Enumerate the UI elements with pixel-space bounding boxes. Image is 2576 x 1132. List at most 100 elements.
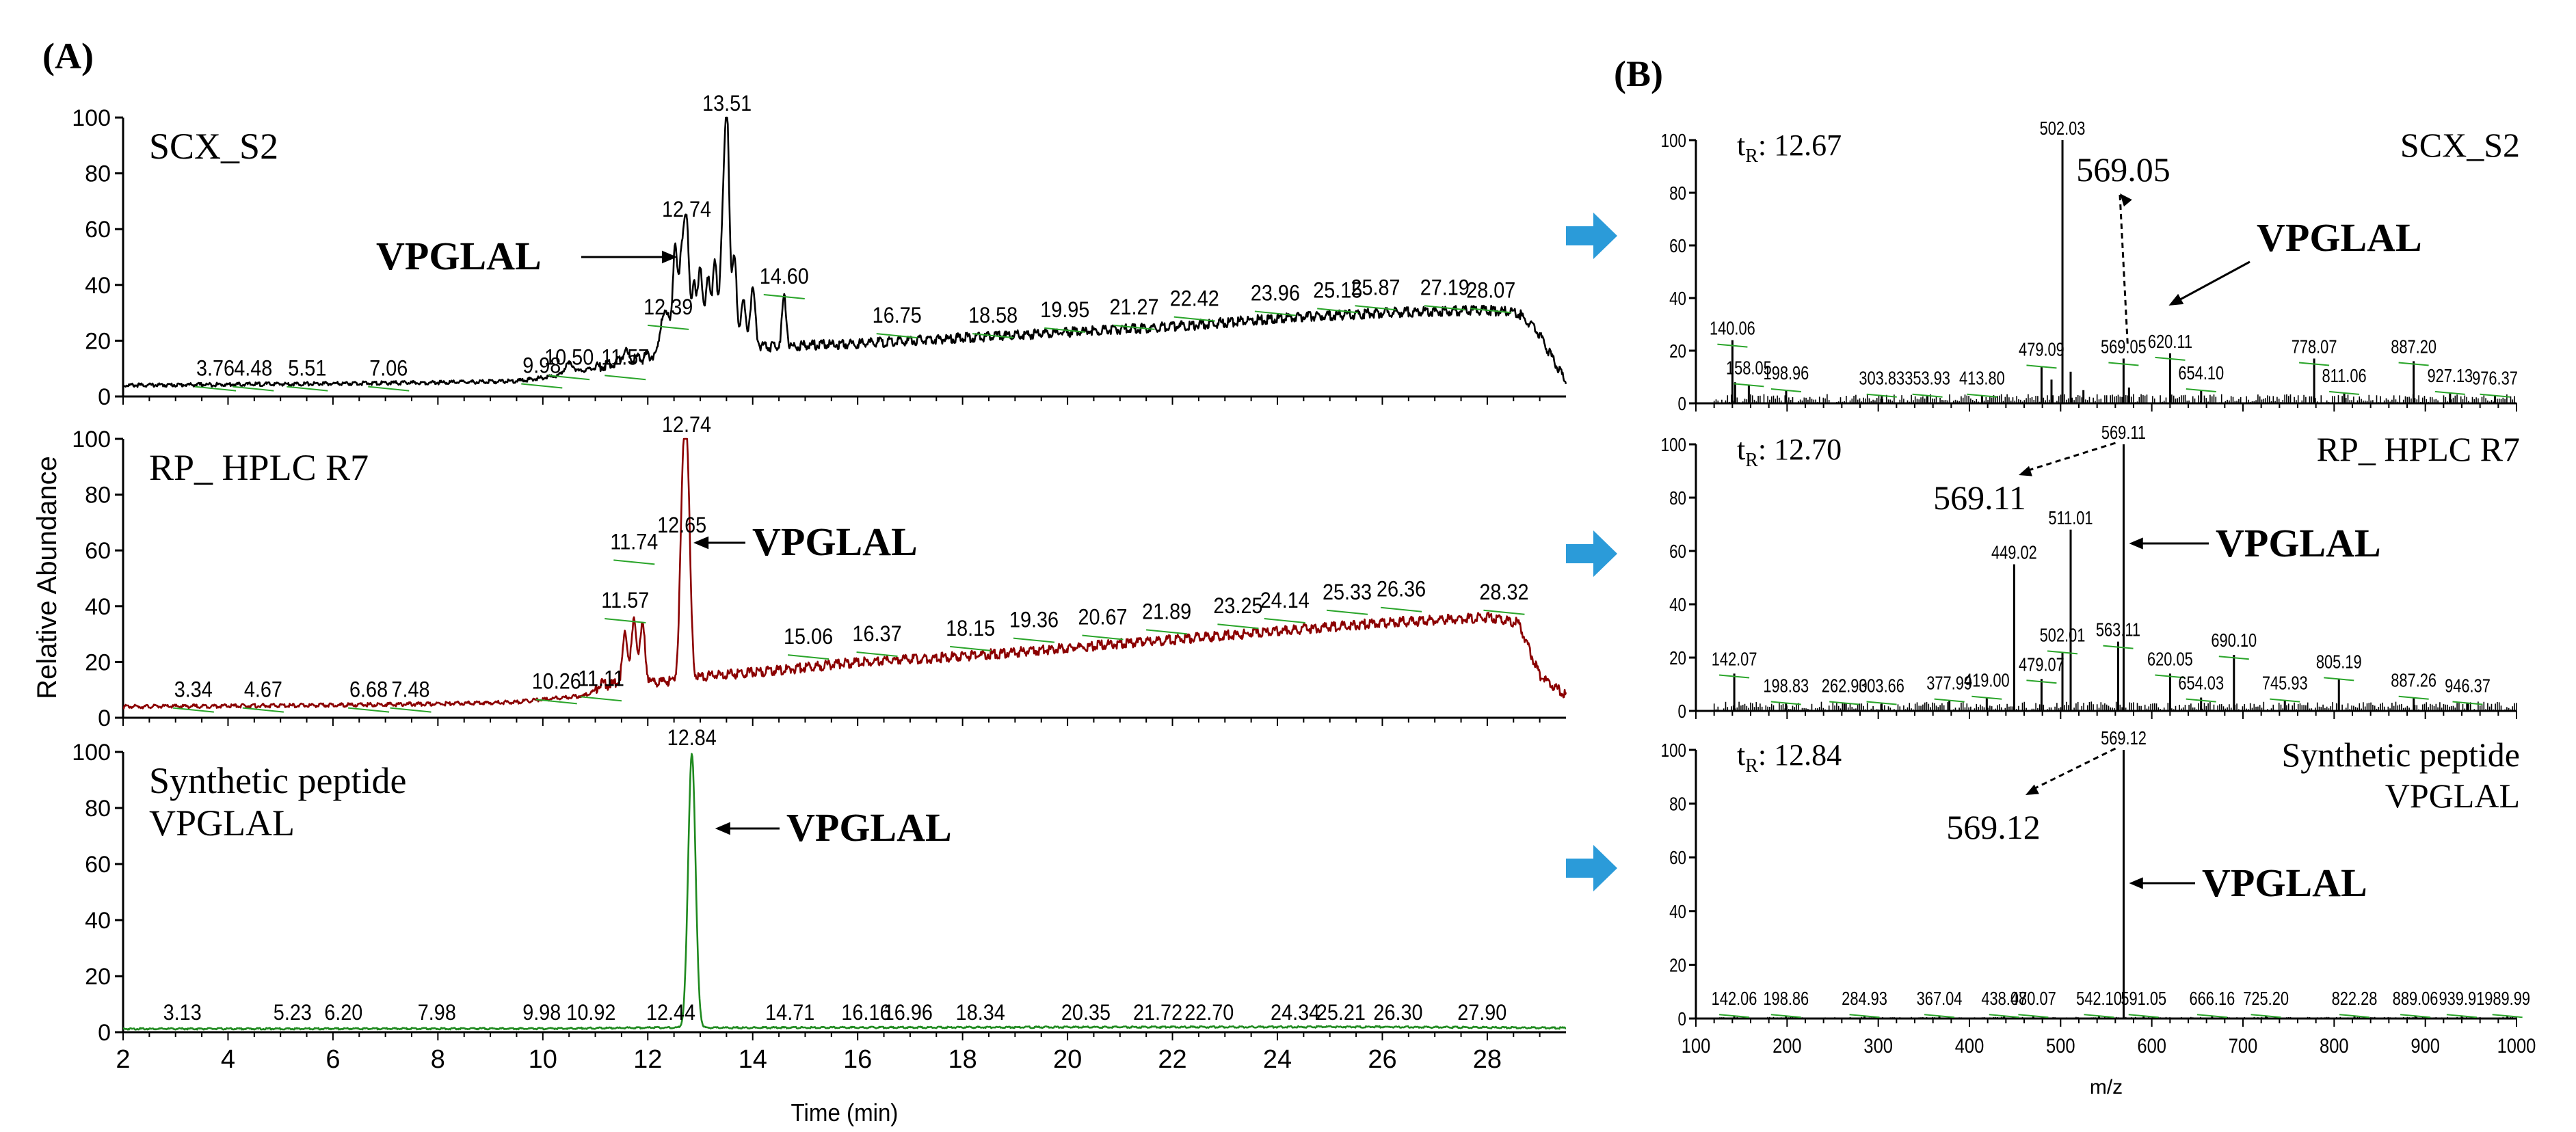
integration-mark [287,386,328,392]
x-tick-label: 200 [1772,1034,1802,1057]
peak-rt-label: 10.26 [532,669,581,694]
x-tick-label: 500 [2046,1034,2075,1057]
integration-mark [2018,1014,2049,1019]
peak-mz-label: 303.66 [1859,675,1904,697]
peak-rt-label: 4.48 [234,356,272,381]
trace-label: SCX_S2 [149,126,278,167]
peak-mz-label: 511.01 [2048,507,2093,528]
peak-mz-label: 811.06 [2322,365,2367,386]
y-tick-label: 60 [1669,236,1686,257]
integration-mark [2186,698,2216,703]
x-axis-title: m/z [2090,1076,2123,1099]
integration-mark [972,333,1014,339]
integration-mark [2446,1014,2477,1019]
y-tick-label: 0 [98,384,111,410]
peak-mz-label: 654.03 [2178,673,2224,694]
vpglal-annotation: VPGLAL [2202,861,2367,905]
integration-mark [1967,393,1997,398]
peak-rt-label: 11.74 [610,530,658,554]
integration-mark [2196,1014,2227,1019]
peak-mz-label: 198.96 [1764,363,1809,384]
y-tick-label: 40 [1669,902,1686,923]
peak-mz-label: 142.07 [1712,649,1757,670]
integration-mark [856,651,898,657]
integration-mark [2299,362,2330,366]
integration-mark [1082,634,1124,641]
peak-rt-label: 7.48 [391,677,429,702]
integration-mark [548,375,590,381]
peak-mz-label: 976.37 [2472,368,2518,389]
peak-mz-label: 479.09 [2019,339,2064,360]
peak-rt-label: 23.25 [1213,594,1262,619]
integration-mark [2398,695,2429,700]
x-tick-label: 12 [633,1045,662,1074]
integration-mark [1770,701,1801,705]
peak-rt-label: 18.34 [956,1000,1005,1025]
peak-rt-label: 16.96 [884,1000,933,1025]
peak-mz-label: 805.19 [2316,651,2362,673]
retention-colon: : [1758,738,1774,772]
integration-mark [763,293,805,299]
integration-mark [2328,390,2360,395]
integration-mark [1849,1014,1880,1019]
integration-mark [1013,637,1055,643]
integration-mark [1866,393,1897,398]
y-tick-label: 60 [85,217,111,243]
peak-rt-label: 11.57 [601,345,649,370]
integration-mark [1829,701,1860,705]
retention-time-label: tR: 12.84 [1737,738,1842,777]
peak-mz-label: 822.28 [2332,988,2378,1010]
peak-mz-label: 367.04 [1917,988,1963,1010]
callout-dashed-line [2119,194,2129,346]
blue-transition-arrow [1566,213,1617,259]
peak-mz-label: 353.93 [1904,368,1950,389]
y-tick-label: 40 [85,273,111,299]
peak-rt-label: 9.98 [522,1000,561,1025]
peak-rt-label: 7.06 [369,356,408,381]
integration-mark [1719,674,1750,679]
integration-mark [2084,1014,2114,1019]
peak-rt-label: 27.19 [1420,275,1470,300]
peak-rt-label: 21.89 [1142,599,1191,624]
peak-rt-label: 6.68 [349,677,388,702]
peak-rt-label: 18.58 [968,304,1018,328]
x-tick-label: 20 [1053,1045,1082,1074]
peak-mz-label: 666.16 [2189,988,2235,1010]
integration-mark [1044,327,1086,333]
integration-mark [521,383,563,389]
trace-line [122,116,1567,388]
y-tick-label: 20 [1669,955,1686,976]
y-tick-label: 100 [1661,131,1686,152]
y-tick-label: 20 [1669,648,1686,669]
integration-mark [2026,364,2057,369]
integration-mark [2400,1014,2431,1019]
integration-mark [2398,362,2429,366]
peak-rt-label: 19.95 [1040,298,1089,323]
integration-mark [242,707,284,713]
callout-dashed-line [2023,442,2116,473]
annotation-arrow-head [2129,537,2143,550]
y-tick-label: 80 [1669,794,1686,815]
integration-mark [1355,305,1396,311]
trace-label: RP_ HPLC R7 [2317,430,2520,468]
peak-rt-label: 25.33 [1323,580,1372,604]
peak-rt-label: 26.30 [1373,1000,1422,1025]
retention-value: 12.70 [1774,433,1842,466]
x-tick-label: 600 [2137,1034,2166,1057]
integration-mark [1264,618,1305,624]
y-tick-label: 80 [85,161,111,187]
y-tick-label: 80 [1669,183,1686,204]
integration-mark [1866,701,1897,705]
peak-rt-label: 3.34 [174,677,213,702]
trace-label: VPGLAL [149,803,295,844]
integration-mark [172,707,214,713]
blue-transition-arrow [1566,530,1617,577]
retention-t: t [1737,738,1745,772]
x-tick-label: 18 [948,1045,977,1074]
integration-mark [1924,1014,1955,1019]
peak-mz-label: 262.90 [1822,675,1868,697]
trace-label: Synthetic peptide [149,760,406,801]
vpglal-annotation: VPGLAL [786,805,952,850]
peak-rt-label: 5.23 [274,1000,312,1025]
